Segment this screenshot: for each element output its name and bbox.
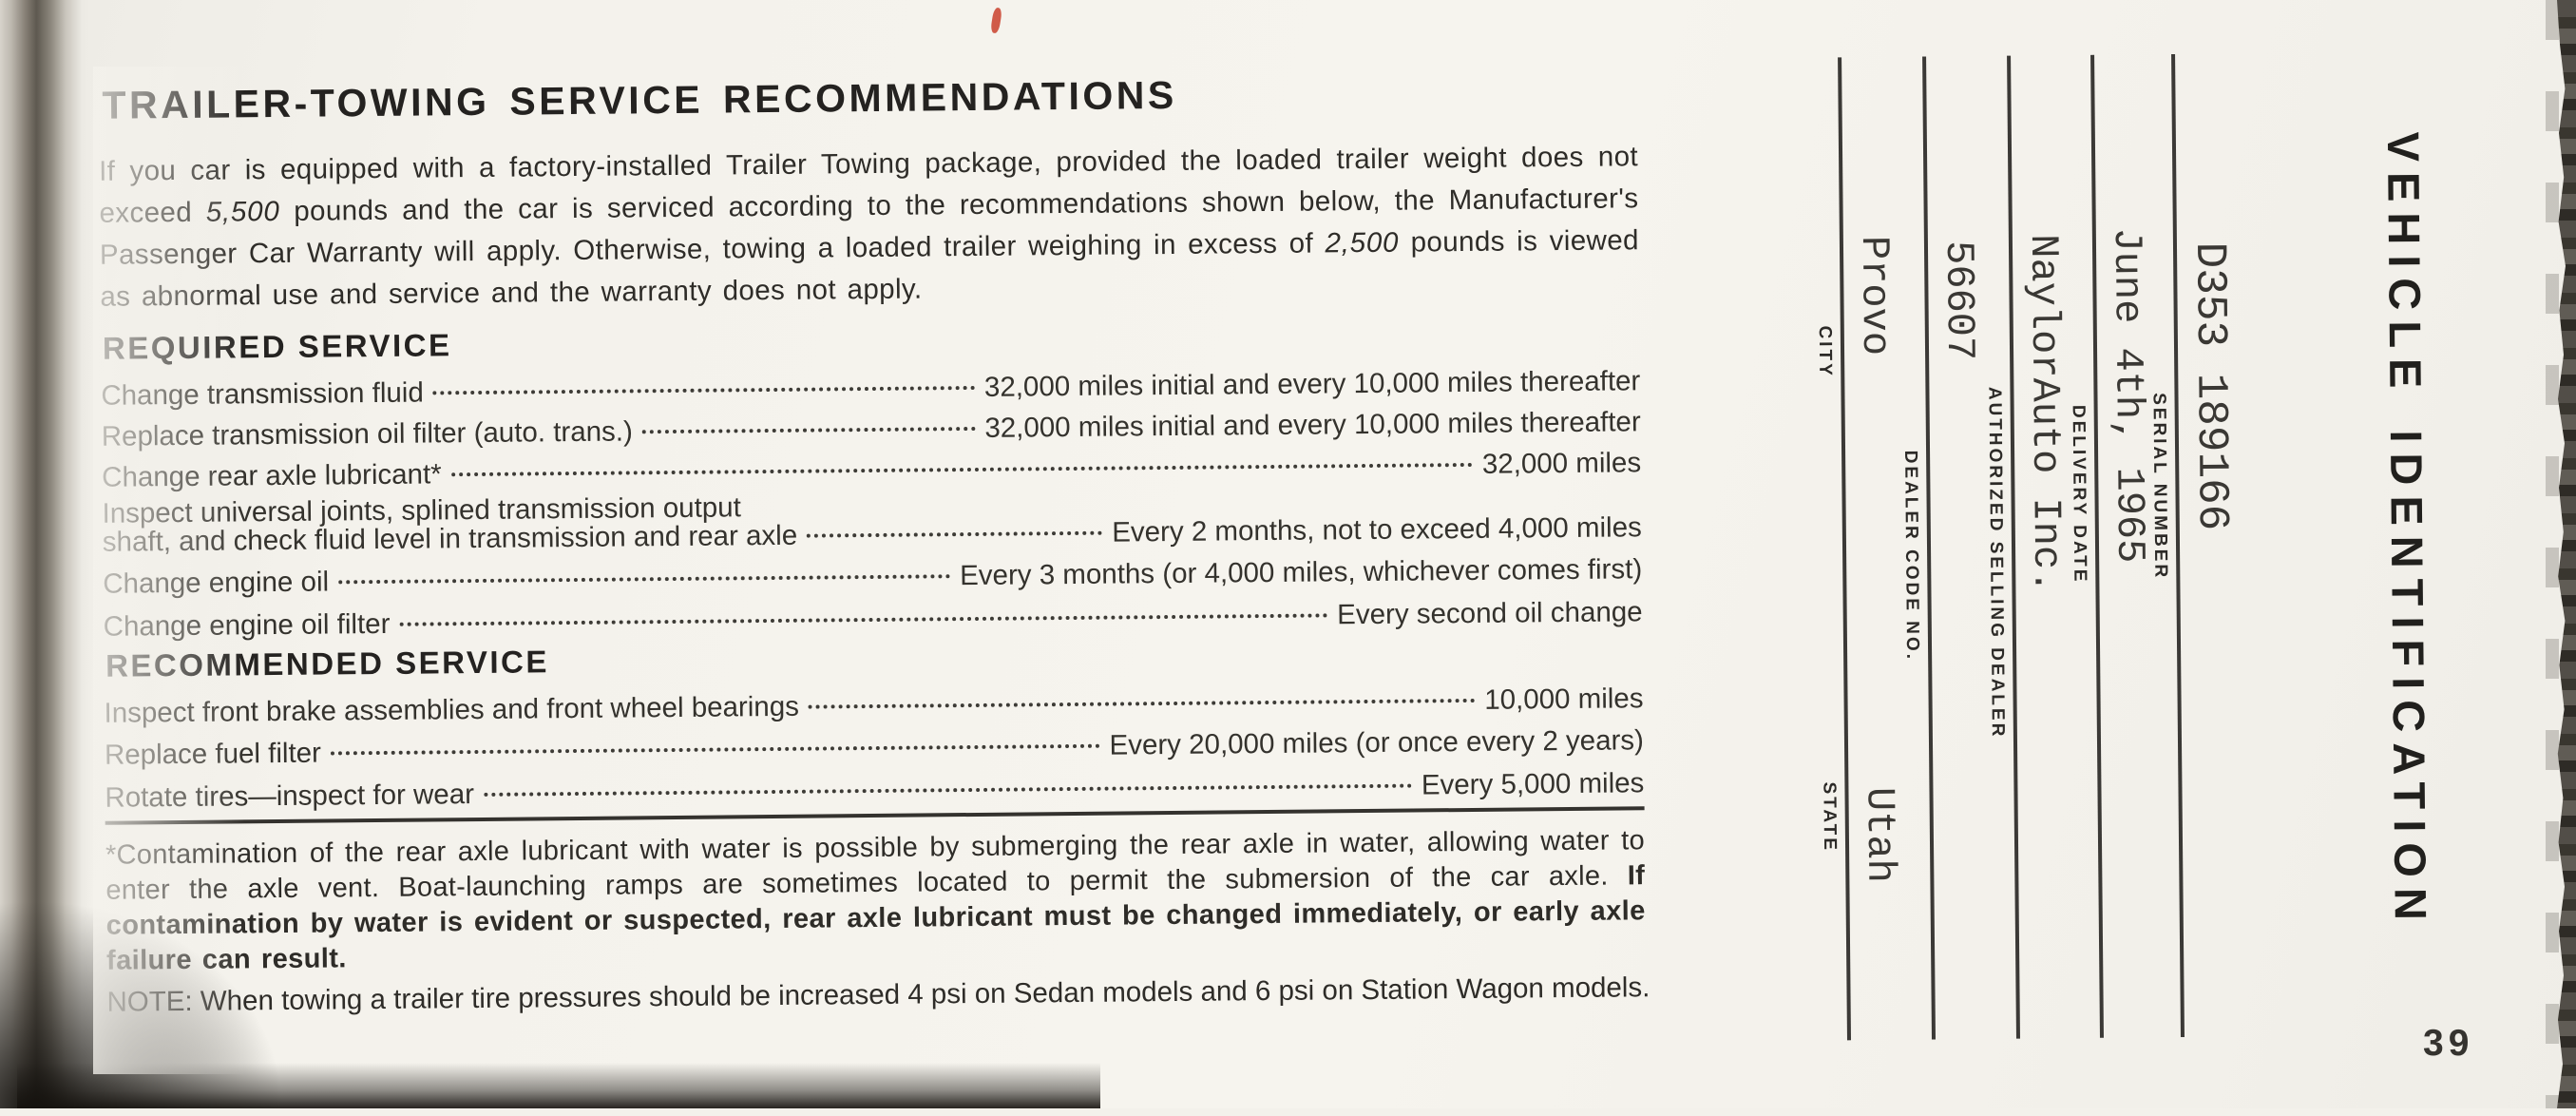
vehicle-identification-form: VEHICLE IDENTIFICATION D353 189166 SERIA… [1805,48,2480,1045]
note-text: When towing a trailer tire pressures sho… [200,972,1651,1017]
state-value: Utah [1856,786,1903,884]
service-recommendations-column: TRAILER-TOWING SERVICE RECOMMENDATIONS I… [97,0,1651,1116]
city-label: CITY [1814,325,1836,378]
service-value: Every 3 months (or 4,000 miles, whicheve… [959,553,1643,592]
dot-leader [330,743,1100,756]
service-value: 32,000 miles [1481,447,1642,480]
dot-leader [808,698,1476,709]
note-label: NOTE: [106,985,193,1018]
service-label: Inspect front brake assemblies and front… [104,690,800,729]
recommended-service-heading: RECOMMENDED SERVICE [105,644,550,683]
form-field-city-state: Provo CITY Utah STATE [1815,56,1912,1041]
service-label: Rotate tires—inspect for wear [105,779,475,814]
dot-leader [432,385,975,395]
dot-leader [483,783,1412,797]
service-value: Every second oil change [1337,596,1643,631]
service-row: Replace transmission oil filter (auto. t… [102,406,1641,453]
city-value: Provo [1850,235,1899,356]
torn-page-edge [2557,0,2576,1108]
form-field-delivery-date: June 4th, 1965 DELIVERY DATE [2069,54,2165,1038]
page-title: TRAILER-TOWING SERVICE RECOMMENDATIONS [102,72,1177,127]
service-value: Every 20,000 miles (or once every 2 year… [1109,724,1645,761]
service-label: Replace fuel filter [104,737,322,771]
dot-leader [338,574,951,585]
page-edge-smudge [2546,0,2559,1108]
vehicle-identification-heading: VEHICLE IDENTIFICATION [2377,131,2436,932]
service-value: 32,000 miles initial and every 10,000 mi… [983,365,1641,403]
dealer-code-value: 56607 [1935,240,1983,361]
service-value: Every 2 months, not to exceed 4,000 mile… [1112,511,1642,548]
intro-paragraph: If you car is equipped with a factory-in… [99,136,1640,318]
service-row: Rotate tires—inspect for wear Every 5,00… [105,767,1644,815]
service-row: Inspect front brake assemblies and front… [104,683,1643,730]
service-value: 32,000 miles initial and every 10,000 mi… [984,406,1641,444]
service-value: 10,000 miles [1484,683,1644,716]
service-value: Every 5,000 miles [1421,767,1645,801]
dot-leader [807,530,1103,538]
service-row: Change transmission fluid 32,000 miles i… [101,365,1640,413]
page-number: 39 [2423,1023,2474,1064]
service-label: Change transmission fluid [101,376,424,412]
service-label: Change engine oil [103,566,330,600]
weight-limit-1: 5,500 [205,195,280,228]
service-row: Change engine oil filter Every second oi… [104,596,1643,644]
dot-leader [450,462,1473,477]
service-row: Replace fuel filter Every 20,000 miles (… [105,724,1644,772]
form-field-dealer-code: 56607 DEALER CODE NO. [1900,55,1996,1040]
dot-leader [399,613,1328,626]
footnote-paragraph: *Contamination of the rear axle lubrican… [105,823,1646,979]
state-label: STATE [1819,781,1841,854]
dot-leader [641,426,976,434]
footnote-text: *Contamination of the rear axle lubrican… [105,825,1646,906]
serial-number-value: D353 189166 [2184,241,2237,531]
form-field-serial-number: D353 189166 SERIAL NUMBER [2148,53,2245,1037]
required-service-heading: REQUIRED SERVICE [102,327,452,366]
selling-dealer-value: NaylorAuto Inc. [2019,234,2070,594]
service-label: Change rear axle lubricant* [102,458,442,493]
weight-limit-2: 2,500 [1325,226,1400,260]
form-field-selling-dealer: NaylorAuto Inc. AUTHORIZED SELLING DEALE… [1984,55,2081,1039]
service-label: shaft, and check fluid level in transmis… [102,519,798,558]
delivery-date-value: June 4th, 1965 [2103,227,2153,564]
service-row: Change engine oil Every 3 months (or 4,0… [103,553,1642,601]
service-label: Replace transmission oil filter (auto. t… [101,415,633,452]
service-label: Change engine oil filter [103,607,391,643]
